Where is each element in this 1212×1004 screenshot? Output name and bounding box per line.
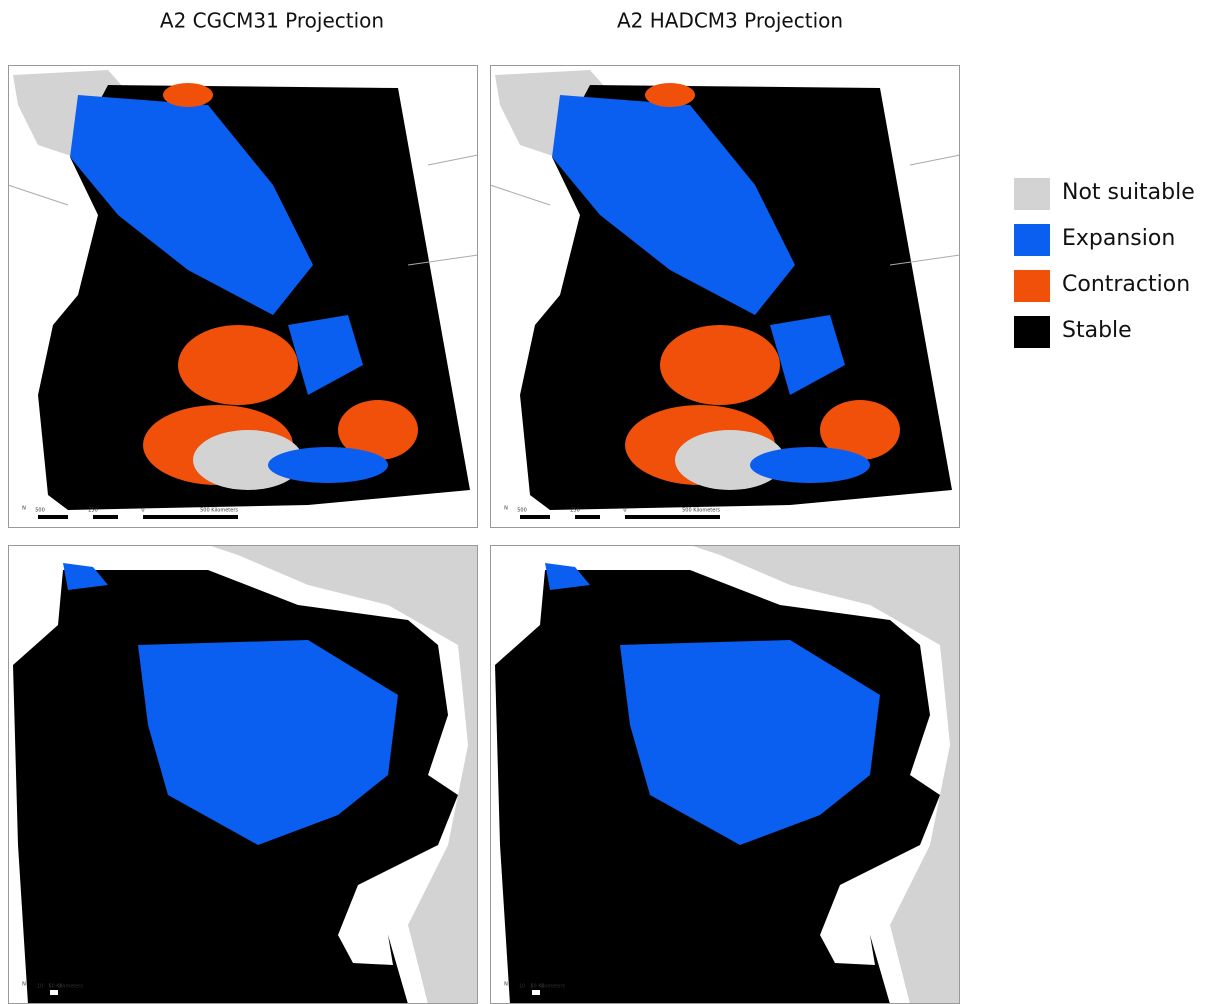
north-arrow: N: [22, 982, 26, 988]
map-image: [490, 545, 960, 1004]
legend-swatch: [1014, 316, 1050, 348]
scale-label: 500 Kilometers: [682, 508, 720, 514]
map-image: [490, 65, 960, 528]
figure: A2 CGCM31 Projection A2 HADCM3 Projectio…: [0, 0, 1212, 1004]
panel-title: A2 CGCM31 Projection: [160, 9, 384, 33]
map-figure: A2 CGCM31 Projection A2 HADCM3 Projectio…: [0, 0, 1212, 1004]
legend-label: Expansion: [1062, 226, 1175, 251]
scale-label: 10: [37, 984, 43, 990]
legend-label: Stable: [1062, 318, 1132, 343]
scale-label: 500: [35, 508, 45, 514]
map-image: [8, 65, 478, 528]
map-panel: N 500 250 0 500 Kilometers: [490, 65, 960, 528]
legend-swatch: [1014, 224, 1050, 256]
scale-label: 0: [141, 508, 144, 514]
north-arrow: N: [504, 506, 508, 512]
legend-swatch: [1014, 178, 1050, 210]
legend-swatch: [1014, 270, 1050, 302]
legend-label: Not suitable: [1062, 180, 1195, 205]
legend-label: Contraction: [1062, 272, 1190, 297]
map-image: [8, 545, 478, 1004]
scale-label: 500 Kilometers: [200, 508, 238, 514]
scale-label: 10: [519, 984, 525, 990]
scale-label: 10 Kilometers: [48, 984, 83, 990]
scale-label: 250: [88, 508, 98, 514]
scale-label: 250: [570, 508, 580, 514]
north-arrow: N: [504, 982, 508, 988]
scale-label: 10 Kilometers: [530, 984, 565, 990]
north-arrow: N: [22, 506, 26, 512]
panel-title: A2 HADCM3 Projection: [617, 9, 843, 33]
map-panel: N 500 250 0 500 Kilometers: [8, 65, 478, 528]
scale-label: 0: [623, 508, 626, 514]
scale-label: 500: [517, 508, 527, 514]
